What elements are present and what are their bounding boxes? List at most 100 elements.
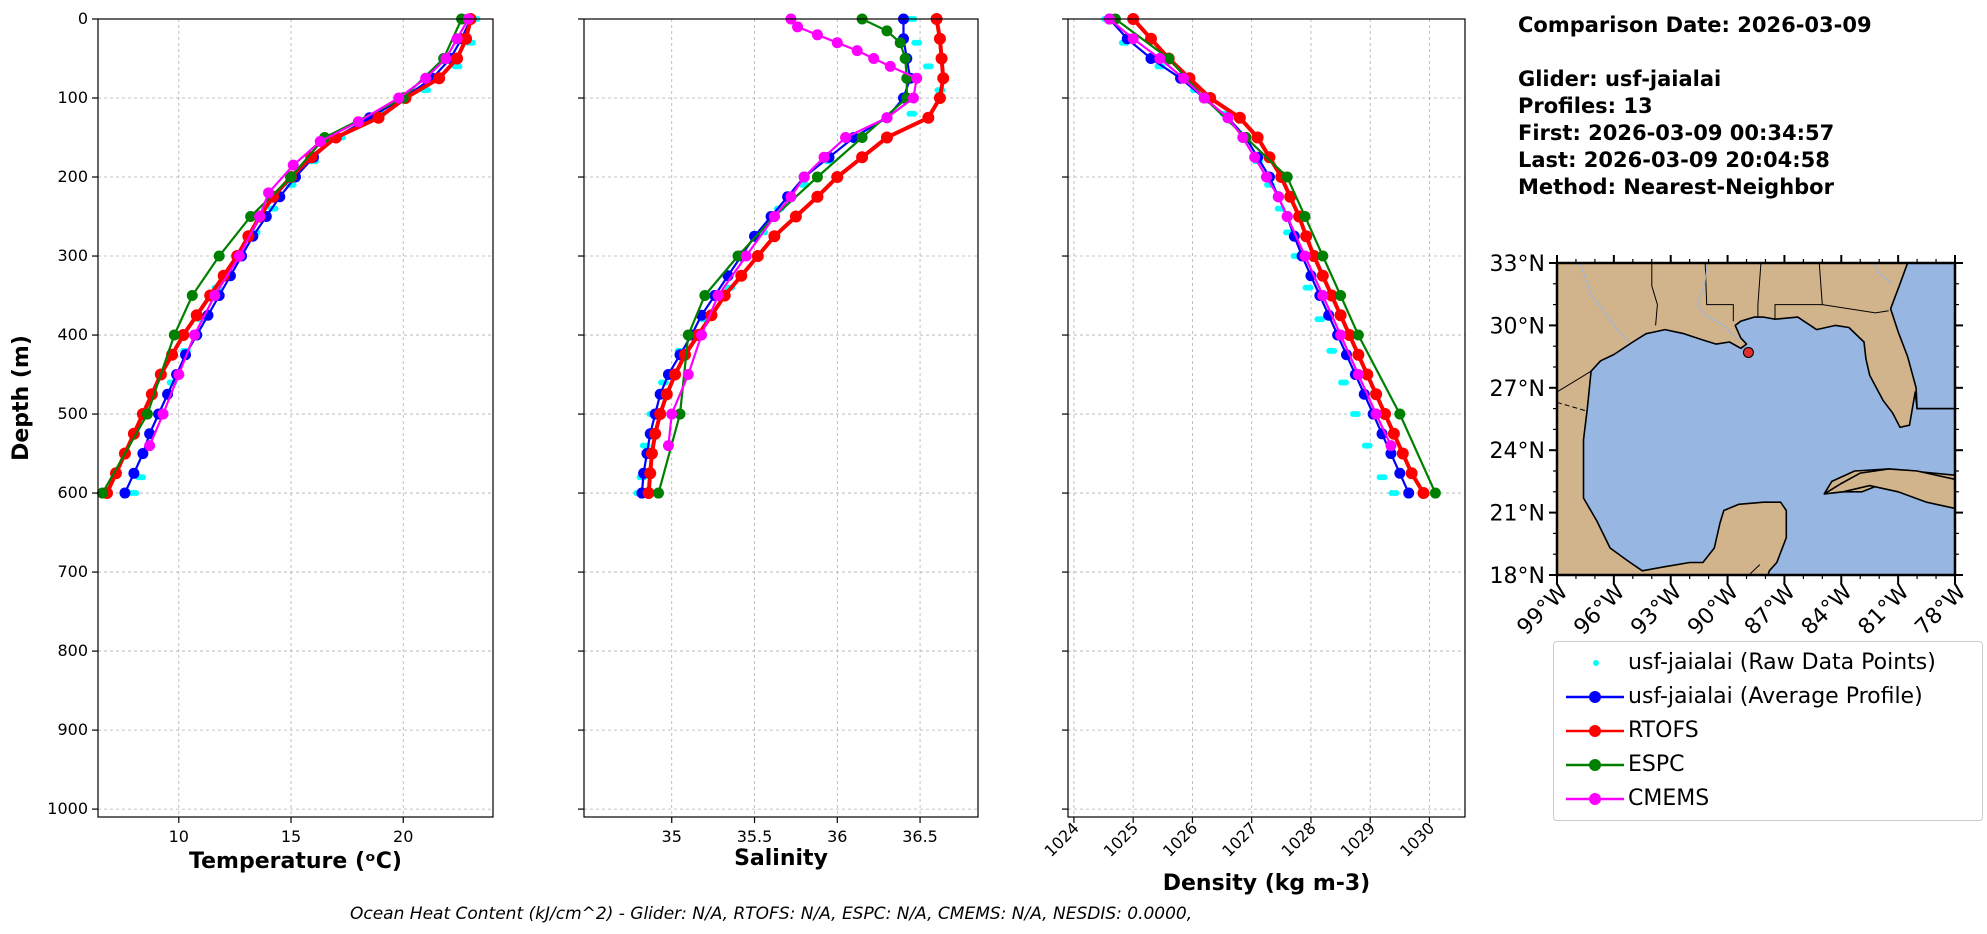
data-point [1281, 171, 1293, 183]
legend-item-espc: ESPC [1554, 748, 1982, 782]
lon-label: 78°W [1911, 579, 1972, 640]
data-point [456, 63, 463, 70]
data-point [654, 408, 667, 421]
axes-frame [97, 18, 494, 818]
data-point [1352, 369, 1364, 381]
data-point [1370, 388, 1383, 401]
data-point [1237, 132, 1249, 144]
data-point [1334, 309, 1347, 322]
x-axis-label: Density (kg m-3) [1163, 871, 1371, 896]
data-point [792, 21, 804, 33]
data-point [682, 329, 694, 341]
data-point [881, 112, 893, 124]
data-point [141, 408, 153, 420]
data-point [1393, 490, 1400, 497]
data-point [290, 181, 297, 188]
data-point [911, 72, 923, 84]
data-point [660, 388, 673, 401]
data-point [935, 52, 948, 65]
data-point [732, 250, 744, 262]
lat-label: 21°N [1490, 502, 1545, 527]
data-point [1405, 467, 1418, 480]
data-point [811, 190, 824, 203]
data-point [189, 329, 201, 341]
lon-label: 84°W [1797, 579, 1858, 640]
data-point [884, 60, 896, 72]
data-point [1394, 408, 1406, 420]
data-point [128, 467, 140, 479]
series-3-5 [1103, 13, 1397, 452]
series-3-3 [1127, 13, 1430, 500]
x-tick-label: 1027 [1218, 818, 1260, 860]
data-point [712, 290, 724, 302]
profile-panel-1: 0 100 200 300 400 500 600 700 800 900 1000 10 15 20 Te… [9, 9, 494, 874]
lon-label: 87°W [1740, 579, 1801, 640]
legend-label-espc: ESPC [1628, 752, 1685, 777]
data-point [818, 151, 830, 163]
river-line [1873, 263, 1893, 285]
data-point [907, 92, 919, 104]
legend-label-average: usf-jaialai (Average Profile) [1628, 684, 1923, 709]
data-point [933, 92, 946, 105]
legend-symbol-rtofs [1566, 725, 1624, 737]
x-tick-label: 35 [662, 827, 682, 846]
inset-map: 33°N30°N27°N24°N21°N18°N99°W96°W93°W90°W… [1490, 252, 1972, 640]
border-line [1774, 263, 1823, 320]
data-point [831, 171, 844, 184]
data-point [1233, 111, 1246, 124]
y-tick-label: 500 [57, 404, 88, 423]
data-point [186, 290, 198, 302]
data-point [880, 131, 893, 144]
lon-label: 93°W [1626, 579, 1687, 640]
border-line [1757, 263, 1762, 318]
data-point [927, 63, 934, 70]
data-point [666, 408, 678, 420]
glider-marker [1742, 346, 1754, 358]
data-point [1316, 269, 1329, 282]
data-point [652, 487, 664, 499]
data-point [1394, 467, 1406, 479]
legend-label-raw: usf-jaialai (Raw Data Points) [1628, 650, 1936, 675]
data-point [1366, 442, 1373, 449]
data-point [735, 269, 748, 282]
data-point [1381, 474, 1388, 481]
data-point [899, 53, 911, 65]
data-point [911, 110, 918, 117]
x-tick-label: 1024 [1041, 818, 1083, 860]
x-tick-label: 15 [281, 827, 301, 846]
data-point [840, 132, 852, 144]
data-point [168, 329, 180, 341]
data-point [1370, 408, 1382, 420]
data-point [254, 211, 266, 223]
legend-symbol-cmems [1566, 793, 1624, 805]
data-point [460, 32, 473, 45]
data-point [785, 191, 797, 203]
y-tick-label: 400 [57, 325, 88, 344]
legend-label-rtofs: RTOFS [1628, 718, 1699, 743]
data-point [287, 159, 299, 171]
data-point [96, 487, 108, 499]
gulf-water [1582, 316, 1955, 575]
profile-panel-2: 35 35.5 36 36.5 Salinity [578, 13, 979, 871]
data-point [1198, 92, 1210, 104]
data-point [789, 210, 802, 223]
x-axis-label: Temperature (ᵒC) [189, 849, 402, 874]
lat-label: 18°N [1490, 564, 1545, 589]
series-3-2 [1103, 13, 1415, 499]
y-axis-label: Depth (m) [9, 335, 34, 461]
data-point [811, 29, 823, 41]
legend-symbol-average [1566, 691, 1624, 703]
series-2-5 [662, 13, 923, 452]
data-point [420, 72, 432, 84]
data-point [1319, 316, 1326, 323]
legend-label-cmems: CMEMS [1628, 786, 1710, 811]
data-point [644, 467, 657, 480]
legend-item-average: usf-jaialai (Average Profile) [1554, 680, 1982, 714]
data-point [696, 329, 708, 341]
lon-label: 96°W [1569, 579, 1630, 640]
data-point [1352, 329, 1364, 341]
data-point [856, 151, 869, 164]
border-line [1651, 263, 1658, 326]
data-point [1387, 427, 1400, 440]
legend-symbol-raw [1593, 660, 1599, 666]
